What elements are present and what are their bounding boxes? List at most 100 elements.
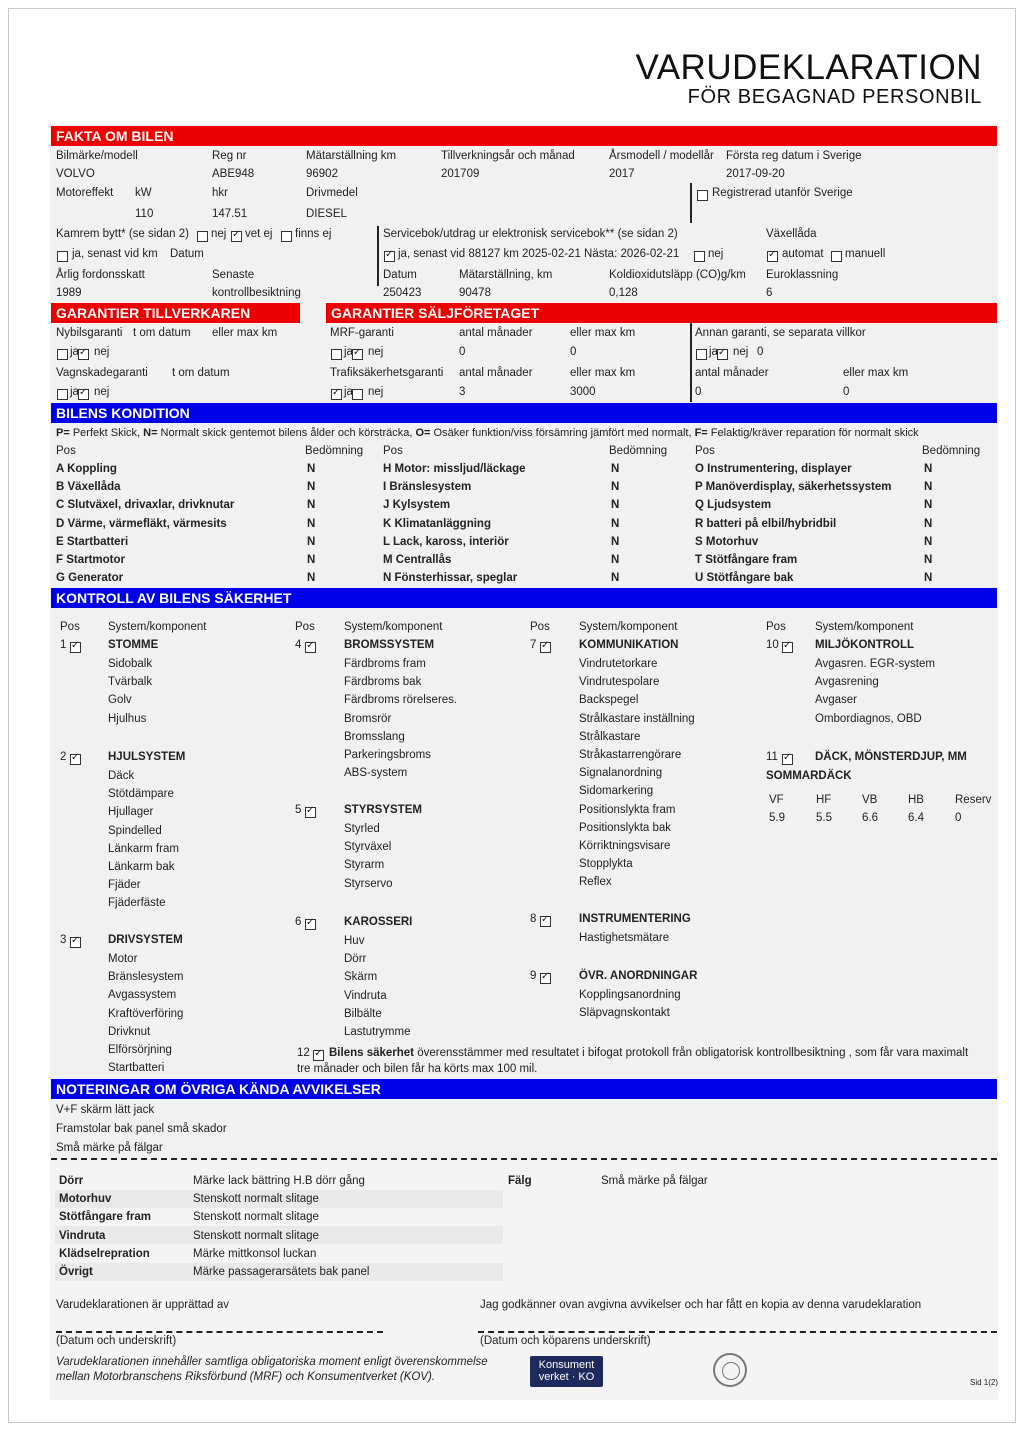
component-item: Spindelled	[108, 824, 162, 837]
mrf-seal-icon	[713, 1353, 747, 1387]
logo-line2: verket · KO	[538, 1371, 595, 1383]
condition-rating: N	[924, 517, 933, 530]
group-checkbox[interactable]	[305, 805, 316, 818]
annan-nej-label: nej	[733, 346, 749, 358]
condition-item: K Klimatanläggning	[383, 517, 491, 530]
gear-label: Växellåda	[766, 228, 817, 240]
component-item: Tvärbalk	[108, 676, 153, 689]
row-band	[55, 1226, 503, 1244]
group-checkbox[interactable]	[70, 935, 81, 948]
nybil-nej-checkbox[interactable]	[78, 347, 89, 360]
annan-nej-checkbox[interactable]	[717, 347, 728, 360]
annan-ja-checkbox[interactable]	[696, 349, 707, 360]
tire-season: SOMMARDÄCK	[766, 770, 852, 782]
vagnskada-nej-checkbox[interactable]	[78, 387, 89, 400]
trafik-ja-label: ja	[344, 386, 353, 398]
insp-odo-label: Mätarställning, km	[459, 269, 553, 281]
nybil-nej-label: nej	[94, 346, 110, 358]
service-ja-checkbox[interactable]	[384, 249, 395, 262]
footer-text-line1: Varudeklarationen innehåller samtliga ob…	[56, 1356, 488, 1368]
vagnskada-ja-checkbox[interactable]	[57, 389, 68, 400]
condition-rating: N	[307, 481, 316, 494]
condition-rating: N	[307, 517, 316, 530]
damage-part: Vindruta	[59, 1229, 106, 1242]
group-checkbox[interactable]	[540, 914, 551, 927]
condition-item: R batteri på elbil/hybridbil	[695, 517, 837, 530]
vagnskada-ja-label: ja	[70, 386, 79, 398]
fuel-label: Drivmedel	[306, 187, 358, 199]
service-label: Servicebok/utdrag ur elektronisk service…	[383, 228, 678, 240]
group-name: STOMME	[108, 639, 159, 651]
condition-rating: N	[611, 481, 620, 494]
service-nej-checkbox[interactable]	[694, 251, 705, 262]
tire-header: VB	[862, 794, 878, 806]
document-subtitle: FÖR BEGAGNAD PERSONBIL	[687, 86, 982, 108]
gear-auto-checkbox[interactable]	[767, 249, 778, 262]
note-line: Framstolar bak panel små skador	[56, 1123, 227, 1135]
component-item: Dörr	[344, 953, 367, 966]
component-item: Signalanordning	[579, 767, 663, 780]
section-header-garantier-tillverkaren: GARANTIER TILLVERKAREN	[51, 303, 300, 323]
nybil-ja-checkbox[interactable]	[57, 349, 68, 360]
tire-header: Reserv	[955, 794, 992, 806]
annan-km-value: 0	[843, 386, 850, 398]
co2-label: Koldioxidutsläpp (CO)g/km	[609, 269, 746, 281]
gear-manual-checkbox[interactable]	[831, 251, 842, 262]
trafik-nej-checkbox[interactable]	[352, 389, 363, 400]
condition-rating: N	[924, 481, 933, 494]
annan-ja-label: ja	[709, 346, 718, 358]
kamrem-nej-checkbox[interactable]	[197, 231, 208, 242]
component-item: Bromsrör	[344, 712, 392, 725]
group-name: KAROSSERI	[344, 916, 413, 928]
group-checkbox[interactable]	[305, 917, 316, 930]
group-name: DRIVSYSTEM	[108, 934, 183, 946]
buyer-signature-field[interactable]	[478, 1331, 997, 1333]
group-checkbox[interactable]	[540, 971, 551, 984]
condition-item: E Startbatteri	[56, 535, 129, 548]
component-item: Stråkastarrengörare	[579, 749, 682, 761]
mrf-ja-checkbox[interactable]	[331, 349, 342, 360]
group-checkbox[interactable]	[782, 752, 793, 765]
group-checkbox[interactable]	[782, 640, 793, 653]
component-item: Bränslesystem	[108, 971, 184, 984]
kamrem-ja-checkbox[interactable]	[57, 251, 68, 262]
pos-header: Pos	[530, 621, 550, 633]
regabroad-checkbox[interactable]	[697, 190, 708, 201]
group-checkbox[interactable]	[70, 640, 81, 653]
component-item: Färdbroms bak	[344, 676, 422, 689]
item12-checkbox[interactable]	[313, 1048, 324, 1061]
mrf-nej-checkbox[interactable]	[352, 347, 363, 360]
divider	[690, 183, 692, 223]
group-checkbox[interactable]	[70, 752, 81, 765]
condition-rating: N	[924, 535, 933, 548]
item12-body: överensstämmer med resultatet i bifogat …	[414, 1047, 969, 1059]
kamrem-vetej-checkbox[interactable]	[231, 229, 242, 242]
damage-part: Stötfångare fram	[59, 1211, 152, 1224]
legend-text: Osäker funktion/viss försämring jämfört …	[430, 427, 695, 439]
condition-item: L Lack, kaross, interiör	[383, 535, 509, 548]
component-item: Elförsörjning	[108, 1044, 172, 1056]
nybil-label: Nybilsgaranti	[56, 327, 123, 339]
seller-signature-field[interactable]	[56, 1331, 383, 1333]
condition-rating: N	[611, 463, 620, 475]
notes-separator	[51, 1158, 997, 1160]
trafik-km-value: 3000	[570, 386, 596, 398]
trafik-ja-checkbox[interactable]	[331, 387, 342, 400]
condition-item: F Startmotor	[56, 554, 125, 566]
group-checkbox[interactable]	[540, 640, 551, 653]
item12-number: 12	[297, 1047, 310, 1059]
damage-description: Stenskott normalt slitage	[193, 1229, 319, 1242]
tire-depth-value: 5.5	[816, 812, 832, 824]
section-header-fakta: FAKTA OM BILEN	[51, 126, 997, 146]
condition-item: M Centrallås	[383, 554, 452, 566]
kamrem-finnsej-checkbox[interactable]	[281, 231, 292, 242]
system-header: System/komponent	[579, 621, 678, 633]
component-item: Positionslykta bak	[579, 821, 672, 834]
group-name: HJULSYSTEM	[108, 751, 186, 763]
trafik-months-value: 3	[459, 386, 466, 398]
component-item: Stötdämpare	[108, 788, 174, 801]
group-number: 10	[766, 639, 779, 651]
condition-item: S Motorhuv	[695, 535, 759, 548]
nybil-km-label: eller max km	[212, 327, 278, 339]
group-checkbox[interactable]	[305, 640, 316, 653]
